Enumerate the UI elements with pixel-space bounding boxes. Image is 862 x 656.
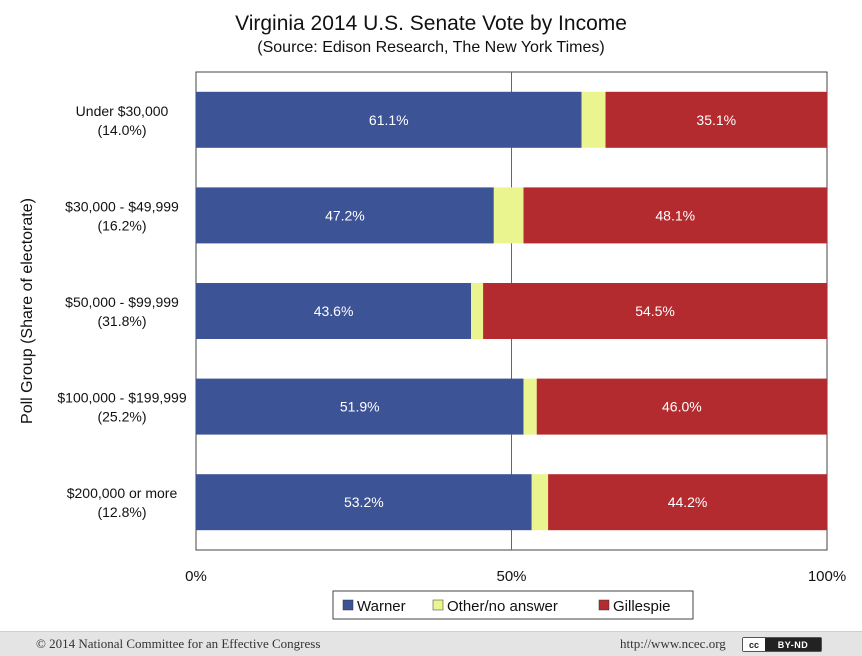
bar-other-no-answer-0: [581, 91, 606, 148]
data-label-gillespie-0: 35.1%: [696, 112, 736, 128]
category-label-3: $100,000 - $199,999: [57, 390, 186, 406]
x-tick-label-1: 50%: [496, 568, 526, 585]
category-label-2: $50,000 - $99,999: [65, 294, 179, 310]
bar-warner-1: [196, 187, 494, 244]
category-share-3: (25.2%): [97, 409, 146, 425]
bar-gillespie-2: [483, 283, 827, 339]
cc-license-badge[interactable]: cc BY-ND: [742, 637, 822, 652]
category-labels: Under $30,000 (14.0%) $30,000 - $49,999 (16…: [57, 103, 186, 520]
chart-title: Virginia 2014 U.S. Senate Vote by Income: [235, 12, 627, 35]
bar-other-no-answer-2: [471, 283, 484, 339]
footer-url[interactable]: http://www.ncec.org: [620, 636, 726, 651]
footer-copyright: © 2014 National Committee for an Effecti…: [36, 636, 321, 651]
x-tick-label-0: 0%: [185, 568, 207, 585]
data-label-gillespie-2: 54.5%: [635, 303, 675, 319]
y-axis-label: Poll Group (Share of electorate): [19, 198, 36, 424]
x-axis-ticks: 0% 50% 100%: [185, 568, 846, 585]
legend-swatch-0: [342, 599, 354, 611]
bar-other-no-answer-1: [493, 187, 524, 244]
bar-gillespie-0: [605, 91, 827, 148]
data-label-warner-2: 43.6%: [314, 303, 354, 319]
legend-label-2: Gillespie: [613, 598, 671, 615]
category-label-4: $200,000 or more: [67, 485, 178, 501]
data-label-gillespie-4: 44.2%: [668, 494, 708, 510]
bar-gillespie-4: [548, 474, 827, 531]
legend-box: [332, 590, 694, 620]
bar-gillespie-3: [536, 378, 827, 435]
bars-group: 61.1% 35.1% 47.2% 48.1% 43.6% 54.5% 51.9% 46.0%…: [196, 91, 827, 531]
chart-subtitle: (Source: Edison Research, The New York T…: [257, 39, 604, 56]
category-share-2: (31.8%): [97, 313, 146, 329]
bar-other-no-answer-4: [531, 474, 549, 531]
license-type: BY-ND: [765, 638, 821, 651]
legend-label-0: Warner: [357, 598, 406, 615]
bar-warner-3: [196, 378, 524, 435]
legend-label-1: Other/no answer: [447, 598, 558, 615]
cc-icon: cc: [743, 638, 765, 651]
bar-warner-0: [196, 91, 582, 148]
category-share-1: (16.2%): [97, 217, 146, 233]
chart-svg: Virginia 2014 U.S. Senate Vote by Income…: [19, 12, 846, 620]
legend: Warner Other/no answer Gillespie: [332, 590, 694, 620]
bar-gillespie-1: [523, 187, 827, 244]
data-label-warner-4: 53.2%: [344, 494, 384, 510]
bar-warner-2: [196, 283, 472, 339]
category-label-1: $30,000 - $49,999: [65, 198, 179, 214]
data-label-gillespie-3: 46.0%: [662, 399, 702, 415]
bar-warner-4: [196, 474, 532, 531]
category-share-4: (12.8%): [97, 504, 146, 520]
bar-other-no-answer-3: [523, 378, 537, 435]
data-label-warner-3: 51.9%: [340, 399, 380, 415]
footer: © 2014 National Committee for an Effecti…: [0, 631, 862, 656]
data-label-gillespie-1: 48.1%: [655, 207, 695, 223]
category-share-0: (14.0%): [97, 122, 146, 138]
data-label-warner-1: 47.2%: [325, 207, 365, 223]
data-label-warner-0: 61.1%: [369, 112, 409, 128]
category-label-0: Under $30,000: [76, 103, 169, 119]
legend-swatch-2: [598, 599, 610, 611]
x-tick-label-2: 100%: [808, 568, 846, 585]
legend-swatch-1: [432, 599, 444, 611]
